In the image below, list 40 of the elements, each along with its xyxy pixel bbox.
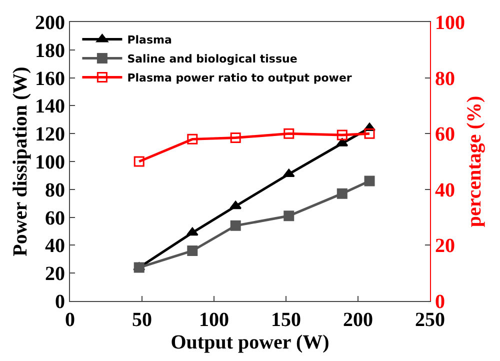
point [284,210,294,222]
y-tick-label: 80 [45,179,65,202]
point [364,176,375,186]
y-tick-label: 40 [45,235,65,258]
legend-label: Plasma [127,34,172,47]
point [336,188,348,199]
point [134,156,144,167]
point [186,227,198,236]
point [230,132,241,144]
point [230,200,242,210]
x-tick-label: 200 [343,309,373,331]
x-tick-label: 100 [199,309,229,331]
legend-label: Saline and biological tissue [127,52,298,66]
y-tick-label: 60 [45,207,65,230]
y-tick-label: 160 [35,68,65,90]
y-tick-label: 140 [35,96,65,118]
y-tick-label: 180 [35,40,65,62]
point [364,128,375,139]
x-tick-label: 50 [132,309,152,331]
point [282,168,295,178]
y-tick-label: 200 [35,12,65,34]
point [187,246,198,256]
x-tick-label: 150 [271,309,301,331]
y2-tick-label: 60 [435,124,455,146]
y2-tick-label: 100 [435,12,465,34]
point [230,220,241,231]
point [336,130,348,140]
y2-tick-label: 80 [435,68,455,90]
y-tick-label: 100 [35,152,65,174]
y-tick-label: 20 [45,263,65,286]
y-axis-title: Power dissipation (W) [10,66,32,256]
y-tick-label: 120 [35,124,65,146]
y2-axis-title: percentage (%) [464,96,486,228]
y-tick-label: 0 [55,291,65,313]
point [284,128,294,139]
x-axis-title: Output power (W) [170,332,330,354]
point [187,134,198,144]
y2-tick-label: 20 [435,235,455,258]
y2-tick-label: 40 [435,179,455,202]
legend-label: Plasma power ratio to output power [127,72,352,85]
